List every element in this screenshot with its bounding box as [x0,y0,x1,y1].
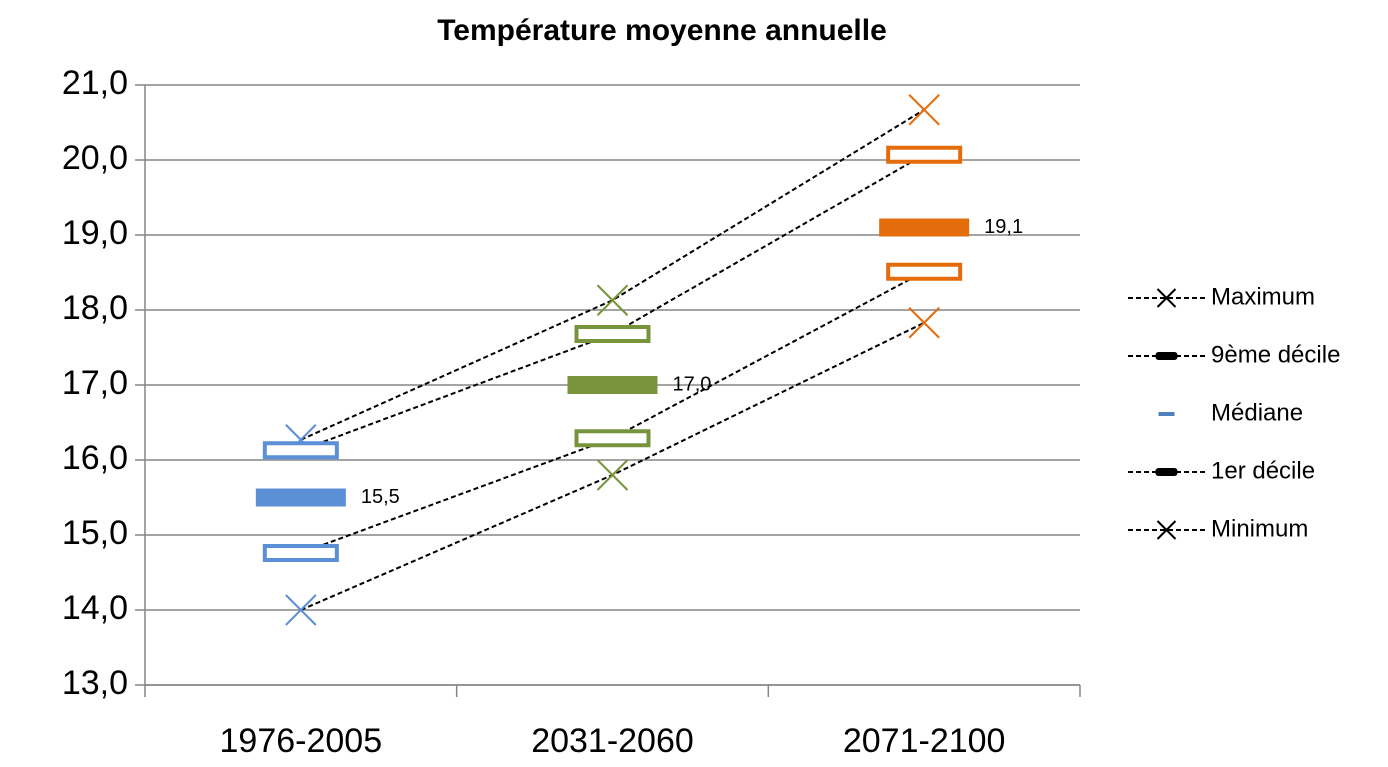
legend-marker [1158,412,1175,416]
x-tick-label: 1976-2005 [220,722,383,760]
x-tick-label: 2071-2100 [843,722,1006,760]
x-marker [596,459,629,491]
y-tick-label: 15,0 [62,514,128,552]
y-tick-label: 16,0 [62,439,128,477]
decile-marker [574,325,651,343]
data-label: 17,0 [673,373,712,395]
legend-marker [1155,468,1178,476]
legend-label: Minimum [1211,515,1308,542]
median-marker [879,218,970,237]
legend-label: 9ème décile [1211,341,1340,368]
data-label: 19,1 [984,216,1023,238]
legend-marker [1156,288,1177,308]
decile-marker [262,441,339,460]
decile-marker [262,544,339,562]
legend-label: Médiane [1211,399,1303,426]
series-line [300,321,925,611]
y-tick-label: 13,0 [62,664,128,702]
median-marker [567,376,658,394]
x-tick-label: 2031-2060 [531,722,694,760]
y-tick-label: 18,0 [62,289,128,327]
legend-label: Maximum [1211,283,1315,310]
decile-marker [886,145,963,164]
series-line [300,153,925,452]
decile-marker [574,429,651,448]
series-line [300,270,925,554]
data-label: 15,5 [361,486,400,508]
y-tick-label: 20,0 [62,139,128,177]
y-tick-label: 21,0 [62,64,128,102]
x-marker [908,307,940,339]
legend-label: 1er décile [1211,457,1315,484]
chart-title: Température moyenne annuelle [437,14,887,47]
x-marker [596,284,629,316]
decile-marker [886,262,963,281]
y-tick-label: 19,0 [62,214,128,252]
y-tick-label: 14,0 [62,589,128,627]
x-marker [285,594,317,626]
x-marker [908,94,940,126]
median-marker [255,488,346,507]
legend-marker [1155,352,1178,360]
y-tick-label: 17,0 [62,364,128,402]
series-line [300,108,925,441]
legend-marker [1156,520,1177,540]
